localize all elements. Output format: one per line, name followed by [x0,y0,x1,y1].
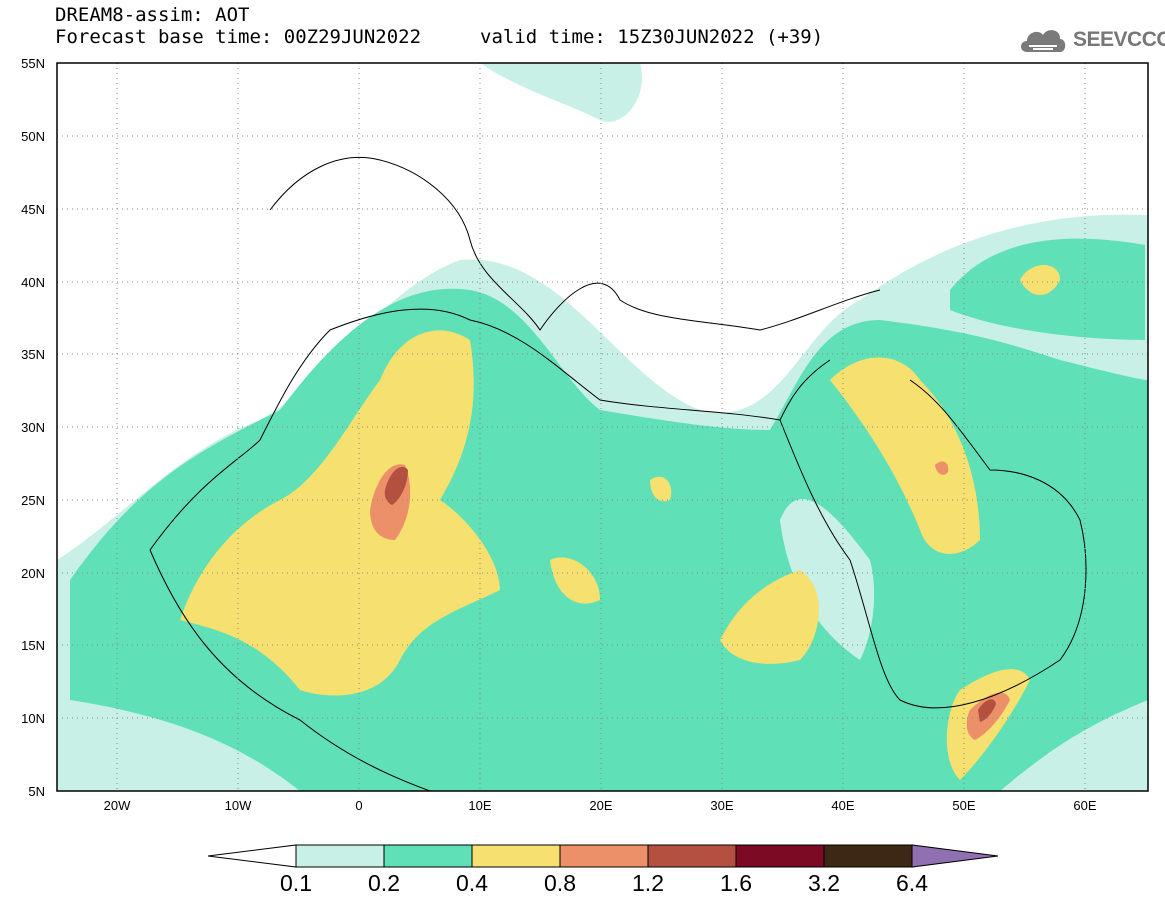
map-frame [56,62,1149,792]
colorbar-label: 1.2 [632,870,664,896]
lat-tick-label: 40N [21,275,45,290]
lon-tick-label: 20E [589,798,612,813]
lat-tick-label: 50N [21,129,45,144]
lat-tick-label: 45N [21,202,45,217]
colorbar-swatch [735,844,825,868]
lat-tick-label: 10N [21,711,45,726]
colorbar-label: 3.2 [808,870,840,896]
logo-text: SEEVCCC [1073,28,1165,51]
coastlines [149,156,1087,791]
aot-level-1.2 [384,466,996,722]
lon-tick-label: 0 [355,798,362,813]
lat-axis-labels: 55N 50N 45N 40N 35N 30N 25N 20N 15N 10N … [21,56,45,799]
lat-tick-label: 5N [28,784,45,799]
lat-tick-label: 30N [21,420,45,435]
lon-tick-label: 30E [710,798,733,813]
seevccc-logo: SEEVCCC [1017,22,1165,58]
colorbar-label: 0.2 [368,870,400,896]
lon-tick-label: 60E [1073,798,1096,813]
lon-tick-label: 50E [952,798,975,813]
colorbar-label: 0.1 [280,870,312,896]
lon-tick-label: 20W [104,798,131,813]
colorbar-swatch [471,844,561,868]
colorbar-label: 0.8 [544,870,576,896]
valid-time: valid time: 15Z30JUN2022 (+39) [480,26,824,48]
aot-level-0.4 [180,265,1060,780]
colorbar-swatch [647,844,737,868]
map-title: DREAM8-assim: AOT [55,4,250,26]
lat-tick-label: 15N [21,638,45,653]
lat-tick-label: 35N [21,347,45,362]
colorbar-swatch [559,844,649,868]
graticule [57,63,1148,791]
colorbar-swatch [383,844,473,868]
lat-tick-label: 20N [21,566,45,581]
lon-axis-labels: 20W 10W 0 10E 20E 30E 40E 50E 60E [104,798,1097,813]
lon-tick-label: 10W [225,798,252,813]
lat-tick-label: 25N [21,493,45,508]
lat-tick-label: 55N [21,56,45,71]
colorbar-high-arrow [911,844,999,868]
colorbar-label: 0.4 [456,870,488,896]
forecast-base-time: Forecast base time: 00Z29JUN2022 [55,26,422,48]
lon-tick-label: 40E [831,798,854,813]
colorbar-label: 6.4 [896,870,928,896]
cloud-logo-icon [1021,30,1066,52]
colorbar-label: 1.6 [720,870,752,896]
colorbar-swatch [823,844,913,868]
lon-tick-label: 10E [468,798,491,813]
colorbar-swatch [295,844,385,868]
colorbar [207,844,999,868]
colorbar-low-arrow [207,844,297,868]
